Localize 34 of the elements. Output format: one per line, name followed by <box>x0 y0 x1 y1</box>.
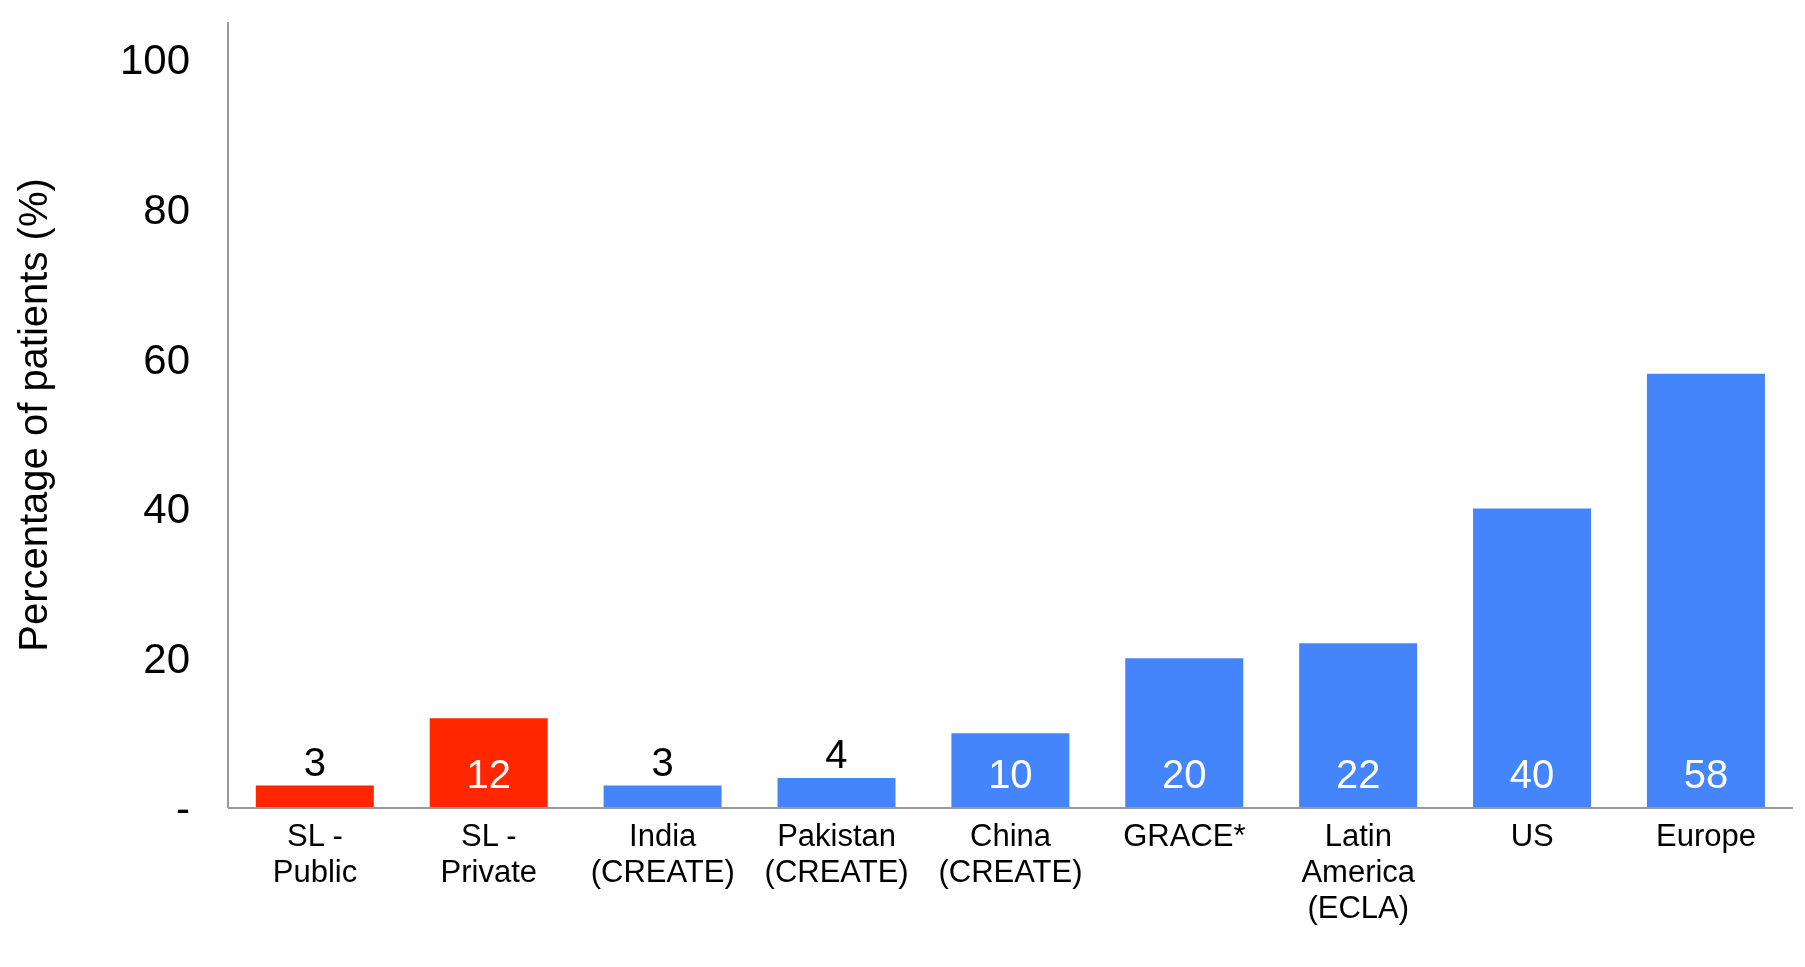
x-tick-label: GRACE* <box>1123 818 1246 853</box>
data-label: 20 <box>1162 752 1207 796</box>
data-label: 22 <box>1335 752 1381 796</box>
data-label: 3 <box>303 739 326 784</box>
y-tick-label: 80 <box>143 186 190 234</box>
x-tick-label: Pakistan (CREATE) <box>764 818 909 889</box>
bar <box>951 733 1070 808</box>
y-tick-label: 100 <box>119 36 190 84</box>
x-tick-label: China (CREATE) <box>938 818 1083 889</box>
y-axis-title: Percentage of patients (%) <box>11 178 56 652</box>
y-tick-label: - <box>176 784 190 832</box>
x-tick-label: India (CREATE) <box>590 818 735 889</box>
data-label: 10 <box>988 752 1033 796</box>
data-label: 12 <box>466 752 511 796</box>
bar <box>1125 658 1244 808</box>
bar <box>777 778 896 808</box>
data-label: 58 <box>1683 752 1729 796</box>
x-tick-label: US <box>1510 818 1554 853</box>
bar <box>429 718 548 808</box>
data-label: 40 <box>1509 752 1555 796</box>
bar <box>1473 508 1592 808</box>
x-tick-label: SL - Private <box>440 818 538 889</box>
data-label: 3 <box>651 739 674 784</box>
y-tick-label: 40 <box>143 485 190 533</box>
x-tick-label: Europe <box>1656 818 1757 853</box>
bar <box>1646 373 1765 808</box>
data-label: 4 <box>825 732 848 777</box>
x-tick-label: Latin America (ECLA) <box>1301 818 1416 925</box>
x-tick-label: SL - Public <box>272 818 358 889</box>
y-tick-label: 60 <box>143 335 190 383</box>
bar <box>1299 643 1418 808</box>
y-tick-label: 20 <box>143 635 190 683</box>
bar <box>255 785 374 808</box>
bar <box>603 785 722 808</box>
